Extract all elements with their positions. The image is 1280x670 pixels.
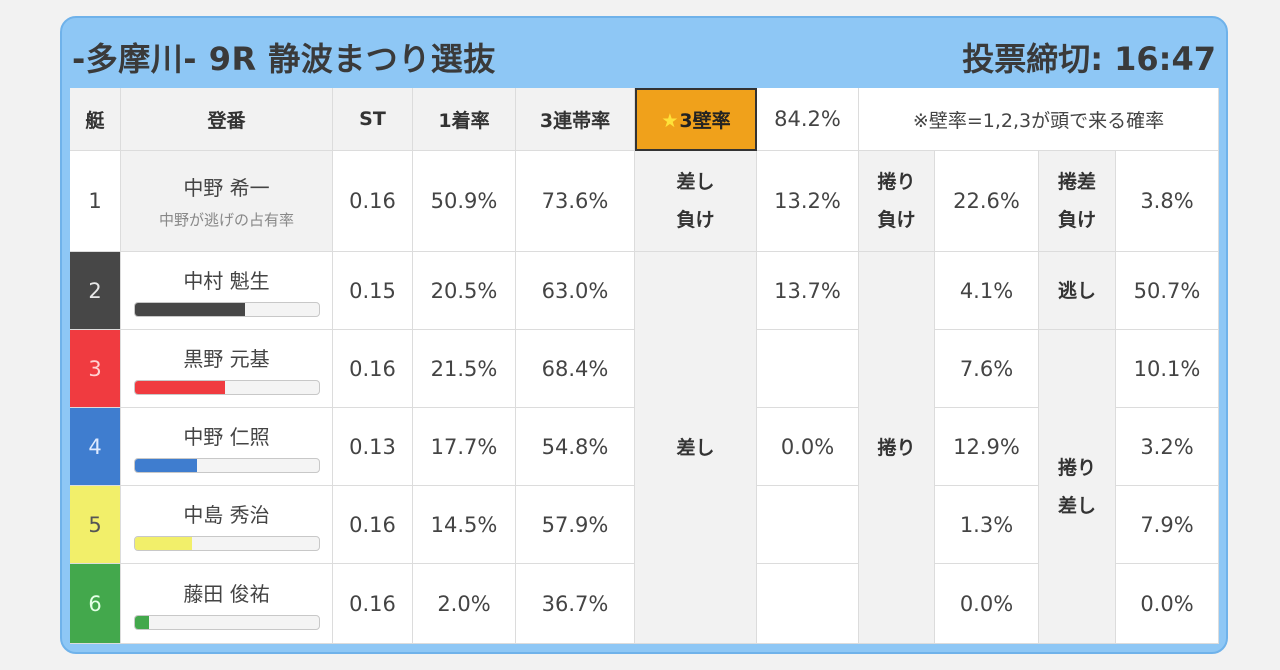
star-icon: ★ (661, 110, 679, 132)
first-rate-value: 14.5% (413, 486, 516, 564)
boat-number-2: 2 (70, 252, 121, 330)
makuri-make-value: 22.6% (935, 151, 1039, 252)
makurizashi-value: 0.0% (1116, 564, 1219, 644)
makuri-make-label: 捲り 負け (859, 151, 935, 252)
first-rate-value: 50.9% (413, 151, 516, 252)
nige-value: 50.7% (1116, 252, 1219, 330)
makurizashi-make-label: 捲差 負け (1039, 151, 1116, 252)
racer-name: 藤田 俊祐 (183, 581, 270, 606)
racer-cell-5: 中島 秀治 (121, 486, 333, 564)
trio-rate-value: 54.8% (516, 408, 635, 486)
wall-rate-label: ★3壁率 (661, 110, 731, 132)
st-value: 0.16 (333, 486, 413, 564)
makuri-value: 4.1% (935, 252, 1039, 330)
st-value: 0.16 (333, 151, 413, 252)
wall-rate-badge: ★3壁率 (635, 88, 757, 151)
racer-name: 黒野 元基 (183, 346, 270, 371)
col-header-first-rate: 1着率 (413, 88, 516, 151)
col-header-trio-rate: 3連帯率 (516, 88, 635, 151)
sashi-value: 13.7% (757, 252, 859, 330)
wall-rate-note: ※壁率=1,2,3が頭で来る確率 (859, 88, 1219, 151)
first-rate-value: 20.5% (413, 252, 516, 330)
racer-bar-fill (134, 302, 245, 316)
col-header-name: 登番 (121, 88, 333, 151)
first-rate-value: 17.7% (413, 408, 516, 486)
makurizashi-value: 10.1% (1116, 330, 1219, 408)
sashi-value: 0.0% (757, 408, 859, 486)
sashi-make-label: 差し 負け (635, 151, 757, 252)
racer-bar (133, 379, 320, 395)
racer-name: 中野 希一 (183, 176, 270, 200)
makurizashi-make-value: 3.8% (1116, 151, 1219, 252)
race-table: 艇 登番 ST 1着率 3連帯率 ★3壁率 84.2% ※壁率=1,2,3が頭で… (70, 88, 1219, 644)
racer-bar-fill (134, 380, 225, 394)
racer-name: 中島 秀治 (183, 502, 270, 527)
col-header-boat: 艇 (70, 88, 121, 151)
st-value: 0.16 (333, 564, 413, 644)
wall-rate-value: 84.2% (757, 88, 859, 151)
boat-number-4: 4 (70, 408, 121, 486)
makuri-value: 1.3% (935, 486, 1039, 564)
sashi-make-value: 13.2% (757, 151, 859, 252)
racer-bar (133, 457, 320, 473)
col-header-st: ST (333, 88, 413, 151)
racer-cell-2: 中村 魁生 (121, 252, 333, 330)
nige-label: 逃し (1039, 252, 1116, 330)
makuri-value: 0.0% (935, 564, 1039, 644)
boat-number-6: 6 (70, 564, 121, 644)
betting-deadline: 投票締切: 16:47 (962, 40, 1216, 78)
racer-bar-fill (134, 458, 198, 472)
racer-cell-3: 黒野 元基 (121, 330, 333, 408)
st-value: 0.16 (333, 330, 413, 408)
racer-cell-1: 中野 希一 中野が逃げの占有率 (121, 151, 333, 252)
trio-rate-value: 68.4% (516, 330, 635, 408)
racer-bar-fill (134, 536, 192, 550)
sashi-value (757, 330, 859, 408)
makuri-value: 12.9% (935, 408, 1039, 486)
makuri-value: 7.6% (935, 330, 1039, 408)
boat-number-3: 3 (70, 330, 121, 408)
trio-rate-value: 57.9% (516, 486, 635, 564)
race-title: -多摩川- 9R 静波まつり選抜 (72, 40, 496, 78)
st-value: 0.13 (333, 408, 413, 486)
racer-bar-fill (134, 615, 150, 629)
racer-name: 中野 仁照 (183, 424, 270, 449)
makuri-label: 捲り (859, 252, 935, 644)
first-rate-value: 2.0% (413, 564, 516, 644)
race-header: -多摩川- 9R 静波まつり選抜 投票締切: 16:47 (62, 18, 1226, 90)
racer-cell-4: 中野 仁照 (121, 408, 333, 486)
first-rate-value: 21.5% (413, 330, 516, 408)
sashi-value (757, 486, 859, 564)
racer-bar (133, 301, 320, 317)
trio-rate-value: 36.7% (516, 564, 635, 644)
trio-rate-value: 63.0% (516, 252, 635, 330)
makurizashi-value: 3.2% (1116, 408, 1219, 486)
st-value: 0.15 (333, 252, 413, 330)
boat-number-5: 5 (70, 486, 121, 564)
sashi-value (757, 564, 859, 644)
trio-rate-value: 73.6% (516, 151, 635, 252)
racer-bar (133, 535, 320, 551)
makurizashi-label: 捲り 差し (1039, 330, 1116, 644)
boat-number-1: 1 (70, 151, 121, 252)
makurizashi-value: 7.9% (1116, 486, 1219, 564)
racer-bar (133, 614, 320, 630)
sashi-label: 差し (635, 252, 757, 644)
nige-share-note: 中野が逃げの占有率 (158, 211, 294, 229)
racer-name: 中村 魁生 (183, 268, 270, 293)
racer-cell-6: 藤田 俊祐 (121, 564, 333, 644)
